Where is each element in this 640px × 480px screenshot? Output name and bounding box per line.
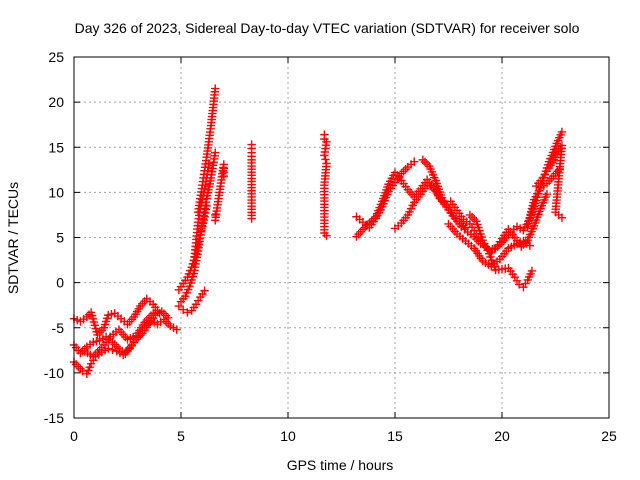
data-point [472,217,481,226]
data-point [403,210,413,220]
data-point [183,308,192,317]
data-point [163,313,173,323]
data-point [547,151,556,160]
data-point [101,317,111,326]
data-point [100,320,110,329]
data-point [550,145,559,154]
data-point [377,202,387,212]
ticks-layer: 0 5 10 15 20 25 -15 -10 -5 0 5 10 15 20 25 [44,49,617,444]
data-point [426,181,435,191]
data-point [108,345,117,355]
data-point [102,314,112,323]
data-point [408,201,417,210]
data-point [148,309,158,318]
data-point [92,327,101,336]
data-point [381,193,391,202]
y-tick-label: 15 [48,139,64,155]
data-point [186,278,195,288]
data-point [90,321,99,330]
data-point [92,337,101,346]
data-point [107,310,116,319]
data-point [99,323,109,332]
data-point [321,155,330,164]
data-point [410,157,419,166]
chart-title: Day 326 of 2023, Sidereal Day-to-day VTE… [75,20,580,36]
data-point [557,127,567,137]
data-point [88,314,98,324]
data-point [182,288,191,298]
data-point [211,84,220,93]
y-tick-label: 25 [48,49,64,65]
data-point [89,317,99,327]
data-point [87,311,97,320]
data-point [247,214,256,223]
y-tick-label: 10 [48,184,64,200]
data-point [86,308,96,317]
x-tick-label: 15 [387,428,403,444]
data-point [91,324,100,333]
data-point [104,310,113,320]
data-point [557,213,567,222]
data-point [200,286,209,295]
data-point [488,259,498,268]
data-point [153,308,162,317]
y-axis-label: SDTVAR / TECUs [5,182,21,294]
data-point [219,171,228,181]
data-point [379,199,388,208]
data-point [422,180,432,190]
x-tick-label: 25 [601,428,617,444]
data-point [473,220,482,229]
data-point [85,362,94,372]
data-point [185,282,194,291]
data-point [486,252,495,262]
data-point [406,204,416,213]
data-point [320,151,329,160]
data-point [73,315,82,325]
data-point [104,344,113,353]
y-tick-label: 20 [48,94,64,110]
data-point [405,207,414,216]
y-tick-label: -15 [44,410,64,426]
y-tick-label: -5 [52,320,65,336]
x-tick-label: 0 [70,428,78,444]
data-point [322,231,331,240]
data-point [380,196,389,205]
data-point [514,280,524,289]
y-tick-label: -10 [44,365,64,381]
data-point [487,256,496,265]
x-tick-label: 10 [280,428,296,444]
data-point [383,190,392,199]
data-point [181,291,190,301]
data-point [84,366,93,375]
data-point [89,337,98,347]
data-point [490,262,499,271]
y-tick-label: 5 [56,230,64,246]
y-tick-label: 0 [56,275,64,291]
data-point [542,189,552,199]
data-point [525,241,535,250]
data-point [527,266,537,276]
data-point [172,325,181,334]
data-point [188,272,197,281]
data-point [187,275,196,285]
x-axis-label: GPS time / hours [287,457,394,473]
data-point [481,242,491,252]
x-tick-label: 20 [494,428,510,444]
data-point [178,305,188,314]
x-tick-label: 5 [177,428,185,444]
data-point [174,301,184,311]
data-point [211,148,220,157]
data-point [183,285,193,294]
data-point [82,369,92,378]
grid-layer [74,57,609,418]
data-points-layer [69,84,567,378]
